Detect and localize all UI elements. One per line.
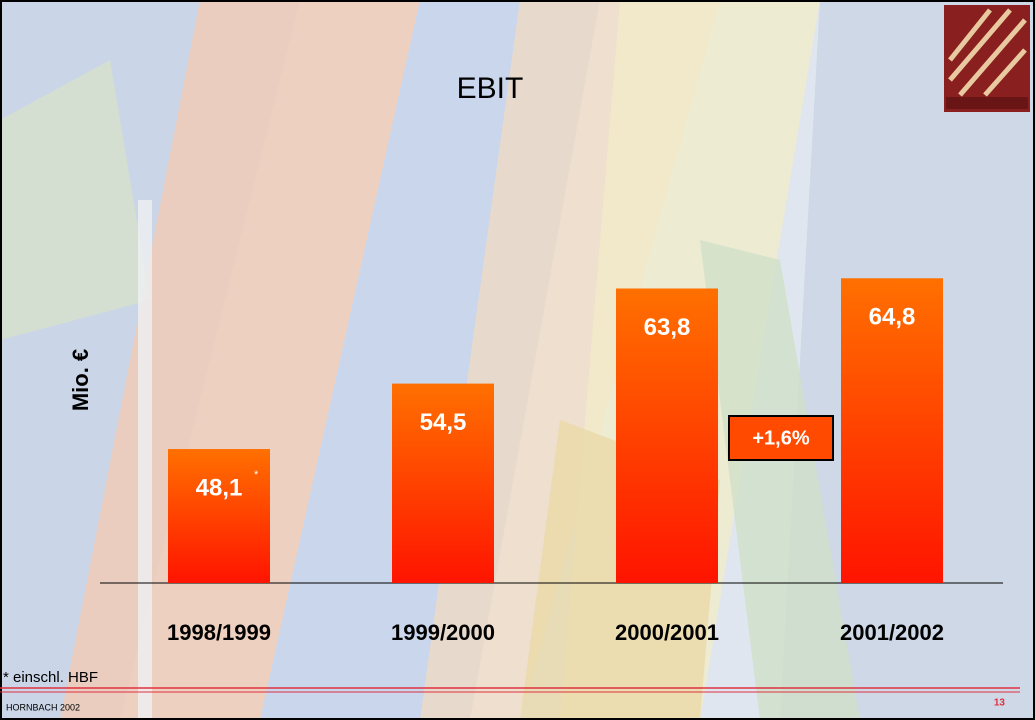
x-tick-label: 1998/1999 [167,620,271,645]
x-tick-label: 1999/2000 [391,620,495,645]
y-axis-label: Mio. € [68,349,93,411]
page-number: 13 [994,698,1006,709]
logo [944,5,1030,112]
value-label: 64,8 [869,304,916,331]
value-label: 63,8 [644,314,691,341]
x-tick-label: 2000/2001 [615,620,719,645]
footer: HORNBACH 2002 [6,702,80,712]
slide: EBIT Mio. € * einschl. HBF HORNBACH 2002… [0,0,1035,720]
asterisk: * [254,469,259,481]
x-tick-label: 2001/2002 [840,620,944,645]
value-label: 54,5 [420,409,467,436]
growth-label: +1,6% [752,427,809,449]
footnote: * einschl. HBF [3,669,98,686]
chart-title: EBIT [457,72,524,105]
value-label: 48,1 [196,474,243,501]
growth-box: +1,6% [729,416,833,460]
